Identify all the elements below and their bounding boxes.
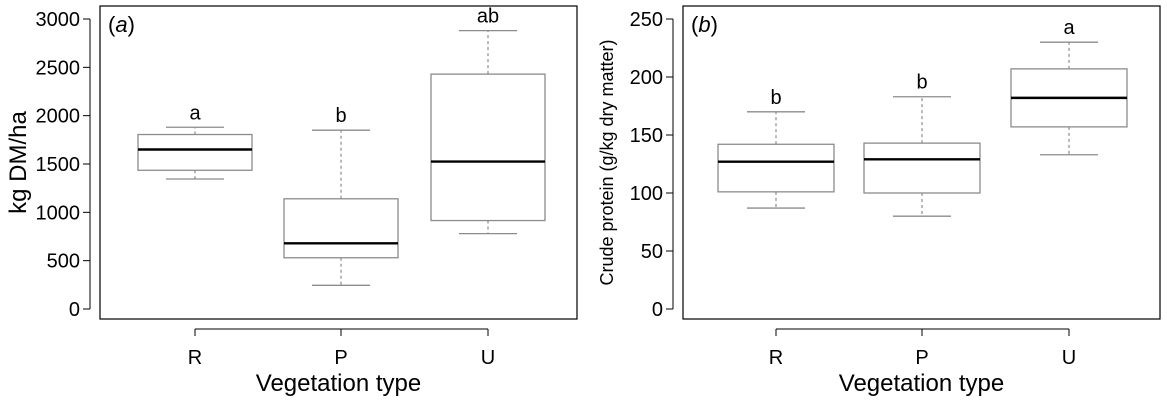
box-P: b <box>863 72 981 217</box>
x-tick-label: R <box>188 347 202 369</box>
plot-frame <box>682 5 1161 320</box>
y-tick-label: 1000 <box>36 202 81 224</box>
y-tick-label: 1500 <box>36 154 81 176</box>
panel-label: (b) <box>691 12 718 37</box>
box-U: a <box>1010 17 1128 156</box>
y-tick-label: 0 <box>69 299 80 321</box>
x-tick-label: P <box>915 347 928 369</box>
x-tick-label: U <box>1062 347 1076 369</box>
iqr-box <box>430 73 546 222</box>
box-U: ab <box>430 6 546 235</box>
y-tick-label: 2500 <box>36 57 81 79</box>
panel-b: 0 50 100 150 200 250 R P U Vegetation type Crude p… <box>597 5 1161 397</box>
iqr-box <box>283 198 399 259</box>
box-R: b <box>717 87 835 209</box>
panel-label-open: ( <box>108 12 116 37</box>
significance-label: b <box>916 72 927 94</box>
significance-label: a <box>1063 17 1075 39</box>
iqr-box <box>863 142 981 194</box>
iqr-box <box>137 133 253 171</box>
panel-label-letter: a <box>115 12 127 37</box>
y-tick-label: 200 <box>630 67 663 89</box>
y-axis-title: kg DM/ha <box>5 110 32 213</box>
x-axis-title: Vegetation type <box>839 370 1004 397</box>
panel-label-open: ( <box>691 12 699 37</box>
y-tick-label: 100 <box>630 183 663 205</box>
y-tick-label: 150 <box>630 125 663 147</box>
panel-label: (a) <box>108 12 135 37</box>
box-R: a <box>137 102 253 180</box>
y-tick-label: 0 <box>652 299 663 321</box>
y-axis-title: Crude protein (g/kg dry matter) <box>597 39 617 285</box>
y-tick-label: 3000 <box>36 9 81 31</box>
panel-label-letter: b <box>698 12 710 37</box>
y-tick-label: 250 <box>630 9 663 31</box>
y-tick-label: 500 <box>47 251 80 273</box>
y-tick-label: 2000 <box>36 106 81 128</box>
significance-label: b <box>770 87 781 109</box>
significance-label: b <box>335 105 346 127</box>
panel-a: 0 500 1000 1500 2000 2500 3000 R P U Vegetation ty… <box>5 5 578 397</box>
iqr-box <box>717 143 835 193</box>
plot-frame <box>99 5 578 320</box>
y-tick-label: 50 <box>641 241 663 263</box>
significance-label: ab <box>477 6 499 28</box>
box-P: b <box>283 105 399 286</box>
panel-label-close: ) <box>711 12 718 37</box>
x-tick-label: U <box>481 347 495 369</box>
x-axis-title: Vegetation type <box>256 370 421 397</box>
x-tick-label: R <box>769 347 783 369</box>
x-tick-label: P <box>334 347 347 369</box>
panel-label-close: ) <box>128 12 135 37</box>
significance-label: a <box>189 102 201 124</box>
